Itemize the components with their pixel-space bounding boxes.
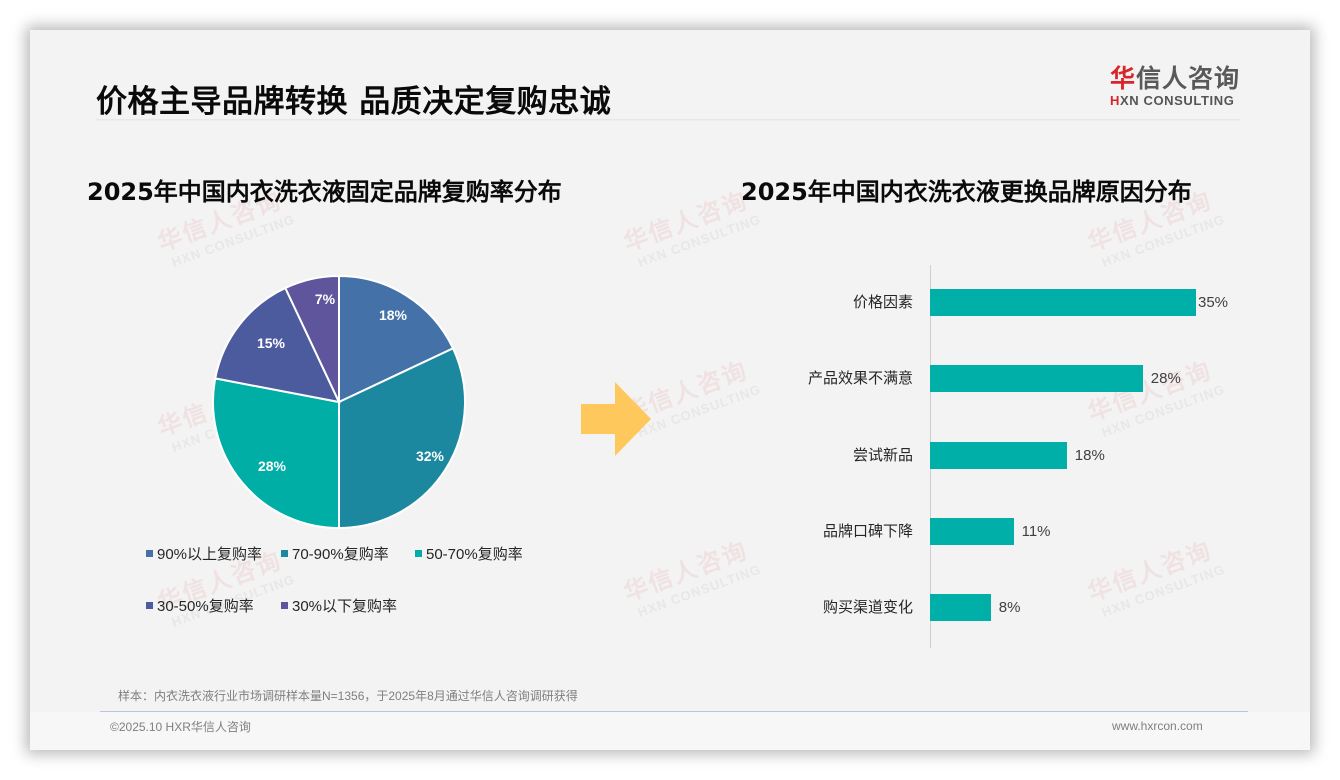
- pie-label-2: 28%: [257, 458, 287, 474]
- bar-value-label: 11%: [1021, 523, 1051, 540]
- legend-swatch: [281, 602, 288, 609]
- logo-cn: 华信人咨询: [1110, 64, 1242, 94]
- legend-swatch: [146, 602, 153, 609]
- logo-cn-first: 华: [1110, 64, 1137, 93]
- legend-label: 50-70%复购率: [426, 546, 523, 563]
- legend-swatch: [281, 550, 288, 557]
- bar-value-label: 8%: [998, 599, 1021, 616]
- legend-item: 50-70%复购率: [415, 543, 523, 564]
- slide: 价格主导品牌转换 品质决定复购忠诚 华信人咨询 HXN CONSULTING 华…: [30, 30, 1310, 750]
- sample-note: 样本：内衣洗衣液行业市场调研样本量N=1356，于2025年8月通过华信人咨询调…: [118, 689, 578, 703]
- legend-item: 30-50%复购率: [146, 595, 254, 616]
- copyright: ©2025.10 HXR华信人咨询: [110, 720, 251, 734]
- pie-slice: [214, 286, 341, 404]
- logo-en-rest: XN CONSULTING: [1120, 93, 1235, 108]
- bar: [930, 594, 991, 621]
- bar: [930, 442, 1067, 469]
- pie-chart-title: 2025年中国内衣洗衣液固定品牌复购率分布: [87, 178, 562, 206]
- pie-chart: 18% 32% 28% 15% 7%: [210, 273, 468, 531]
- legend-item: 70-90%复购率: [281, 543, 389, 564]
- logo-en-first: H: [1110, 93, 1120, 108]
- bar-value-label: 28%: [1150, 370, 1181, 387]
- pie-slice: [338, 274, 455, 404]
- legend-label: 30-50%复购率: [157, 598, 254, 615]
- bar: [930, 289, 1196, 316]
- legend-swatch: [146, 550, 153, 557]
- legend-item: 30%以下复购率: [281, 595, 397, 616]
- title-divider: [96, 119, 1240, 121]
- legend-swatch: [415, 550, 422, 557]
- bar: [930, 518, 1014, 545]
- bar-row: 价格因素 35%: [790, 289, 1270, 317]
- bar-row: 品牌口碑下降 11%: [790, 518, 1270, 546]
- footer-band: [30, 712, 1310, 750]
- pie-slice: [212, 377, 340, 530]
- pie-slice: [284, 274, 340, 403]
- brand-logo: 华信人咨询 HXN CONSULTING: [1110, 64, 1242, 108]
- pie-slice: [338, 347, 466, 530]
- bar-chart-title: 2025年中国内衣洗衣液更换品牌原因分布: [741, 178, 1192, 206]
- bar-category-label: 价格因素: [852, 294, 913, 311]
- pie-label-3: 15%: [256, 335, 286, 351]
- bar-chart: 价格因素 35% 产品效果不满意 28% 尝试新品 18% 品牌口碑下降 11% 购买渠道变化 8…: [790, 265, 1270, 650]
- legend-label: 90%以上复购率: [157, 546, 263, 563]
- footer-divider: [100, 711, 1248, 712]
- page-title: 价格主导品牌转换 品质决定复购忠诚: [96, 84, 612, 120]
- bar-category-label: 产品效果不满意: [807, 370, 913, 387]
- bar-category-label: 购买渠道变化: [822, 599, 913, 616]
- bar-category-label: 品牌口碑下降: [822, 523, 913, 540]
- legend-label: 70-90%复购率: [292, 546, 389, 563]
- bar-value-label: 35%: [1198, 294, 1229, 311]
- bar: [930, 365, 1143, 392]
- pie-chart-graphic: [212, 274, 466, 530]
- bar-row: 购买渠道变化 8%: [790, 594, 1270, 622]
- pie-label-1: 32%: [415, 448, 445, 464]
- legend-label: 30%以下复购率: [292, 598, 398, 615]
- bar-category-label: 尝试新品: [852, 447, 913, 464]
- bar-value-label: 18%: [1074, 447, 1105, 464]
- bar-row: 产品效果不满意 28%: [790, 365, 1270, 393]
- arrow-right-icon: [581, 382, 651, 456]
- logo-en: HXN CONSULTING: [1110, 94, 1242, 108]
- logo-cn-rest: 信人咨询: [1136, 64, 1241, 93]
- legend-item: 90%以上复购率: [146, 543, 262, 564]
- pie-label-4: 7%: [314, 291, 336, 307]
- bar-row: 尝试新品 18%: [790, 442, 1270, 470]
- pie-label-0: 18%: [378, 307, 408, 323]
- website-link[interactable]: www.hxrcon.com: [1112, 719, 1203, 733]
